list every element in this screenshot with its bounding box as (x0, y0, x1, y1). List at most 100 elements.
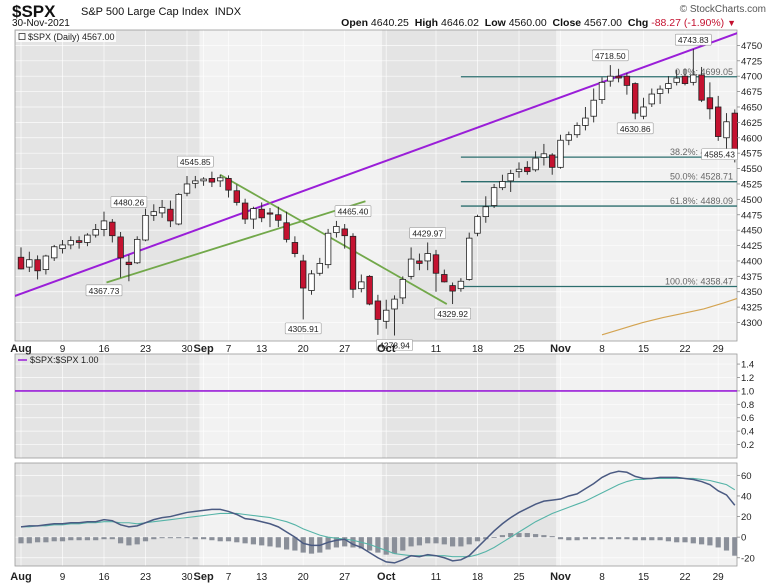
month-band (382, 354, 557, 458)
macd-histogram-bar (184, 537, 190, 539)
candle (26, 251, 33, 273)
candle-body (308, 273, 315, 291)
x-tick-label: 13 (256, 572, 268, 583)
annotation-box (376, 339, 413, 351)
candle (465, 232, 473, 281)
candle-body (17, 256, 25, 270)
candle (358, 274, 365, 293)
candle-body (333, 226, 340, 234)
macd-histogram-bar (383, 537, 389, 555)
candle-body (275, 214, 282, 221)
macd-histogram-bar (607, 537, 613, 540)
candle (565, 131, 572, 146)
y-tick-label: 0.6 (741, 413, 754, 424)
y-tick-label: 4400 (741, 256, 762, 267)
x-tick-label: 9 (60, 344, 66, 355)
moving-average-line (601, 297, 737, 336)
macd-histogram-bar (342, 537, 348, 547)
annotation-box (674, 33, 712, 46)
annotation-label: 4278.94 (379, 340, 410, 350)
candle-body (34, 259, 41, 272)
macd-histogram-bar (491, 537, 497, 538)
candle-body (532, 157, 539, 171)
y-tick-label: 4750 (741, 41, 762, 52)
month-band (382, 30, 557, 341)
candle (291, 236, 299, 258)
x-tick-label: 29 (713, 572, 725, 583)
moving-average (601, 297, 737, 336)
candle-body (648, 93, 655, 105)
x-tick-label: Nov (550, 343, 572, 355)
candle-body (407, 258, 415, 277)
candle-body (432, 254, 440, 274)
candle-body (183, 183, 191, 194)
candle-body (133, 238, 141, 264)
x-tick-label: Sep (194, 571, 214, 583)
macd-histogram-bar (474, 537, 481, 542)
symbol-title: $SPX (12, 2, 56, 21)
annotation-box (434, 307, 471, 320)
candle-body (109, 221, 116, 237)
candle (582, 106, 589, 131)
candle-body (208, 178, 216, 183)
macd-histogram-bar (234, 537, 240, 543)
candle (258, 202, 265, 223)
macd-histogram-bar (499, 535, 505, 538)
candle-body (515, 168, 523, 173)
close-value: 4567.00 (584, 17, 623, 29)
panel-frame (14, 353, 738, 459)
candle-body (382, 309, 390, 322)
candle (200, 177, 207, 186)
annotation-box (334, 205, 372, 217)
candle-body (250, 208, 257, 220)
candle (117, 231, 124, 278)
month-band (15, 463, 200, 566)
macd-histogram-bar (250, 537, 256, 545)
candle (549, 153, 556, 175)
macd-histogram-bar (649, 537, 655, 541)
candle (690, 49, 697, 86)
y-tick-label: 4475 (741, 210, 762, 221)
macd-histogram-bar (632, 537, 638, 541)
macd-histogram-bar (76, 537, 82, 541)
y-tick-label: 4550 (741, 164, 762, 175)
macd-histogram-bar (416, 537, 422, 546)
candle (590, 88, 597, 123)
macd-histogram-bar (408, 537, 414, 547)
candle (133, 236, 141, 265)
annotation-label: 4718.50 (595, 51, 626, 61)
candle-body (681, 75, 689, 84)
month-band (199, 354, 383, 458)
candle (333, 220, 340, 238)
y-tick-label: 0.2 (741, 440, 754, 451)
fib-level-label: 61.8%: 4489.09 (670, 196, 733, 206)
candle-body (358, 281, 365, 290)
candle (283, 211, 290, 243)
candle (59, 240, 66, 254)
gridlines (15, 354, 737, 458)
macd-histogram-bar (201, 537, 207, 540)
candle (382, 299, 390, 329)
candle (241, 198, 249, 224)
fib-level-label: 100.0%: 4358.47 (665, 277, 733, 287)
annotation-box (701, 148, 738, 161)
ratio-panel-title: $SPX:$SPX 1.00 (18, 355, 99, 365)
y-tick-label: 40 (741, 491, 752, 502)
price-x-axis: Aug 9 16 23 30 Sep 7 13 20 27 Oct 11 18 25 Nov 8 15 22 29 (10, 343, 724, 355)
candle (449, 282, 456, 305)
y-tick-label: 4625 (741, 118, 762, 129)
candle-body (715, 106, 722, 137)
candle-body (524, 166, 531, 173)
annotation-label: 4465.40 (338, 207, 369, 217)
macd-histogram-bar (93, 537, 99, 541)
candle-body (51, 246, 58, 259)
candle (42, 254, 50, 275)
y-tick-label: 1.4 (741, 360, 754, 371)
candle-body (441, 274, 448, 283)
macd-histogram-bar (333, 537, 339, 548)
y-tick-label: 1.2 (741, 373, 754, 384)
candle (507, 169, 514, 192)
candle-body (175, 194, 182, 225)
candle (607, 65, 614, 87)
y-tick-label: 4575 (741, 149, 762, 160)
